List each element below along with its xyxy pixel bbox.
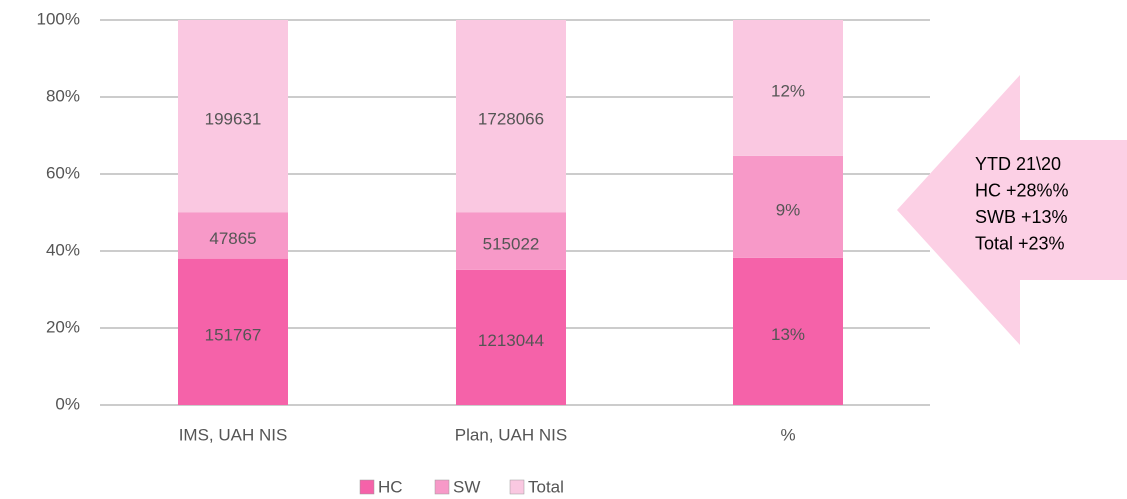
data-label: 12% <box>771 81 805 100</box>
data-label: 1213044 <box>478 331 544 350</box>
legend-swatch <box>509 479 525 495</box>
annotation-arrow <box>897 75 1127 345</box>
legend-label: HC <box>378 477 403 496</box>
x-tick-label: IMS, UAH NIS <box>179 425 288 444</box>
y-tick-label: 40% <box>46 240 80 259</box>
y-tick-label: 0% <box>55 394 80 413</box>
y-tick-label: 60% <box>46 163 80 182</box>
bar-segment <box>178 258 288 405</box>
legend-swatch <box>434 479 450 495</box>
y-tick-label: 100% <box>37 9 80 28</box>
bar-segment <box>456 212 566 270</box>
data-label: 151767 <box>205 325 262 344</box>
data-label: 9% <box>776 200 801 219</box>
bar-segment <box>733 257 843 405</box>
bar-segment <box>456 269 566 405</box>
legend-label: SW <box>453 477 480 496</box>
annotation-text: YTD 21\20 <box>975 154 1061 174</box>
legend-swatch <box>359 479 375 495</box>
data-label: 199631 <box>205 110 262 129</box>
data-label: 47865 <box>209 229 256 248</box>
y-tick-label: 20% <box>46 317 80 336</box>
x-tick-label: % <box>780 425 795 444</box>
data-label: 1728066 <box>478 110 544 129</box>
annotation-text: Total +23% <box>975 233 1065 253</box>
y-tick-label: 80% <box>46 86 80 105</box>
bar-segment <box>178 20 288 213</box>
bar-segment <box>733 155 843 258</box>
bar-segment <box>456 20 566 213</box>
x-tick-label: Plan, UAH NIS <box>455 425 567 444</box>
data-label: 515022 <box>483 235 540 254</box>
data-label: 13% <box>771 325 805 344</box>
bar-segment <box>178 212 288 259</box>
bar-segment <box>733 20 843 156</box>
annotation-text: HC +28%% <box>975 180 1069 200</box>
annotation-text: SWB +13% <box>975 207 1068 227</box>
legend-label: Total <box>528 477 564 496</box>
